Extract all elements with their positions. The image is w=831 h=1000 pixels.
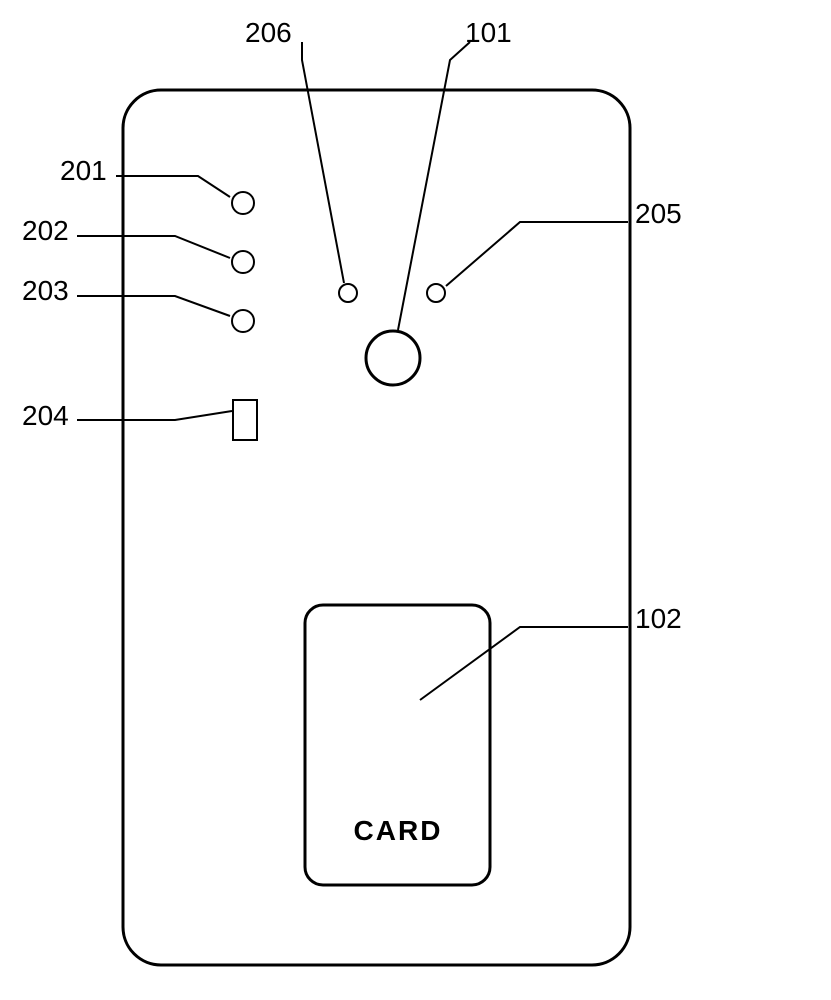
label-205: 205 xyxy=(635,198,682,230)
diagram-svg: CARD xyxy=(0,0,831,1000)
label-201: 201 xyxy=(60,155,107,187)
label-101: 101 xyxy=(465,17,512,49)
label-102: 102 xyxy=(635,603,682,635)
label-204: 204 xyxy=(22,400,69,432)
svg-text:CARD: CARD xyxy=(354,815,443,846)
label-203: 203 xyxy=(22,275,69,307)
label-202: 202 xyxy=(22,215,69,247)
label-206: 206 xyxy=(245,17,292,49)
